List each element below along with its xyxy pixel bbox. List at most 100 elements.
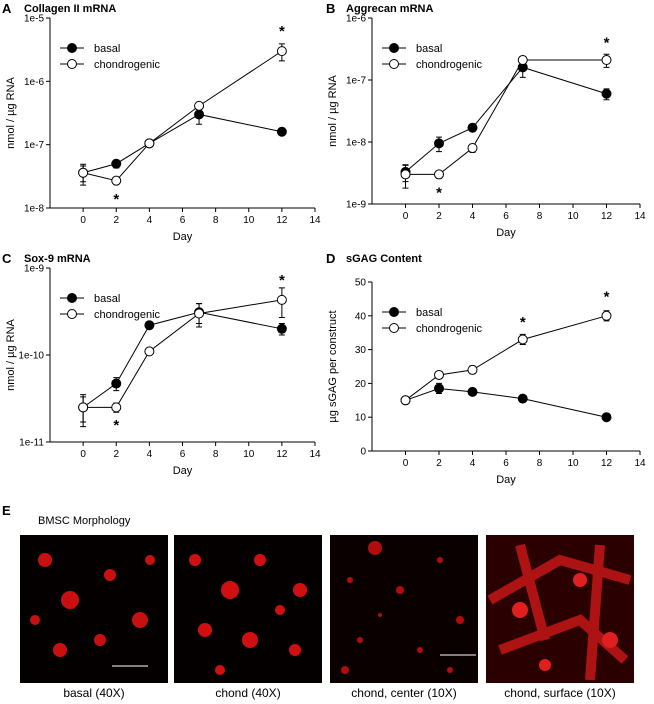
- y-axis-label: nmol / µg RNA: [327, 74, 339, 146]
- data-point: [194, 100, 205, 111]
- y-tick-label: 1e-6: [346, 14, 366, 25]
- y-tick-label: 10: [355, 413, 367, 424]
- x-tick-label: 6: [180, 449, 186, 460]
- caption: chond, center (10X): [351, 686, 456, 700]
- annotation: *: [604, 289, 610, 306]
- x-tick-label: 0: [403, 458, 409, 469]
- x-tick-label: 14: [634, 211, 646, 222]
- data-point: [434, 138, 444, 149]
- x-tick-label: 0: [403, 211, 409, 222]
- x-axis-label: Day: [496, 227, 516, 239]
- data-point: [144, 346, 155, 357]
- legend-label: basal: [94, 43, 120, 55]
- data-point: [144, 138, 155, 149]
- data-point: [467, 364, 478, 375]
- legend-label: chondrogenic: [416, 59, 483, 71]
- legend-label: basal: [416, 307, 442, 319]
- y-axis-label: µg sGAG per construct: [327, 310, 339, 422]
- data-point: [400, 169, 411, 180]
- y-tick-label: 1e-7: [346, 76, 366, 87]
- x-tick-label: 2: [436, 458, 442, 469]
- data-point: [467, 122, 478, 133]
- x-tick-label: 14: [309, 449, 321, 460]
- panel-title: BMSC Morphology: [38, 515, 131, 527]
- data-point: [78, 402, 89, 413]
- micrograph-1: [20, 535, 168, 683]
- data-point: [111, 158, 122, 169]
- data-point: [276, 46, 287, 57]
- y-tick-label: 1e-6: [24, 77, 44, 88]
- x-tick-label: 0: [80, 449, 86, 460]
- y-tick-label: 1e-11: [19, 438, 44, 449]
- panel-letter: E: [2, 503, 11, 518]
- data-point: [400, 395, 411, 406]
- x-axis-label: Day: [173, 231, 193, 243]
- legend-marker: [67, 59, 77, 69]
- caption: chond, surface (10X): [504, 686, 615, 700]
- panel-letter: D: [326, 251, 335, 266]
- legend-label: chondrogenic: [94, 59, 161, 71]
- x-tick-label: 4: [147, 215, 153, 226]
- chart-title: sGAG Content: [346, 253, 422, 265]
- data-point: [601, 55, 612, 66]
- x-tick-label: 12: [601, 211, 613, 222]
- x-tick-label: 8: [537, 211, 543, 222]
- x-tick-label: 6: [180, 215, 186, 226]
- panel-letter: C: [2, 251, 12, 266]
- legend-label: chondrogenic: [416, 323, 483, 335]
- y-axis-label: nmol / µg RNA: [5, 76, 17, 148]
- y-tick-label: 50: [355, 278, 367, 289]
- x-tick-label: 14: [309, 215, 321, 226]
- y-tick-label: 1e-8: [346, 138, 366, 149]
- legend-label: basal: [94, 293, 120, 305]
- x-tick-label: 4: [147, 449, 153, 460]
- y-tick-label: 1e-9: [346, 200, 366, 211]
- data-point: [517, 393, 528, 404]
- annotation: *: [279, 272, 285, 289]
- micrograph-4: [486, 535, 634, 683]
- x-tick-label: 4: [470, 211, 476, 222]
- data-point: [144, 320, 155, 331]
- data-point: [111, 175, 122, 186]
- chart-title: Collagen II mRNA: [24, 3, 116, 15]
- legend-marker: [389, 43, 399, 53]
- data-point: [601, 412, 612, 423]
- legend-marker: [67, 309, 77, 319]
- x-tick-label: 2: [113, 449, 119, 460]
- caption: chond (40X): [215, 686, 280, 700]
- annotation: *: [604, 34, 610, 51]
- legend-marker: [67, 43, 77, 53]
- data-point: [276, 294, 287, 305]
- data-point: [517, 334, 528, 345]
- x-tick-label: 10: [567, 458, 579, 469]
- legend-marker: [389, 59, 399, 69]
- data-point: [467, 386, 478, 397]
- y-tick-label: 1e-5: [24, 14, 44, 25]
- data-point: [601, 310, 612, 321]
- y-axis-label: nmol / µg RNA: [5, 318, 17, 390]
- data-point: [434, 369, 444, 380]
- x-tick-label: 4: [470, 458, 476, 469]
- data-point: [434, 169, 444, 180]
- legend-marker: [67, 293, 77, 303]
- x-tick-label: 12: [276, 449, 288, 460]
- x-tick-label: 6: [503, 458, 509, 469]
- x-axis-label: Day: [496, 474, 516, 486]
- data-point: [601, 88, 612, 99]
- y-tick-label: 1e-8: [24, 204, 44, 215]
- annotation: *: [113, 417, 119, 434]
- micrograph-3: [330, 535, 478, 683]
- legend-marker: [389, 307, 399, 317]
- y-tick-label: 1e-9: [24, 264, 44, 275]
- panel-letter: B: [326, 1, 335, 16]
- x-tick-label: 8: [213, 215, 219, 226]
- x-tick-label: 10: [243, 215, 255, 226]
- series-line: [405, 66, 607, 173]
- micrograph-2: [174, 535, 322, 683]
- x-tick-label: 12: [601, 458, 613, 469]
- x-axis-label: Day: [173, 465, 193, 477]
- x-tick-label: 6: [503, 211, 509, 222]
- y-tick-label: 0: [360, 447, 366, 458]
- data-point: [194, 308, 205, 319]
